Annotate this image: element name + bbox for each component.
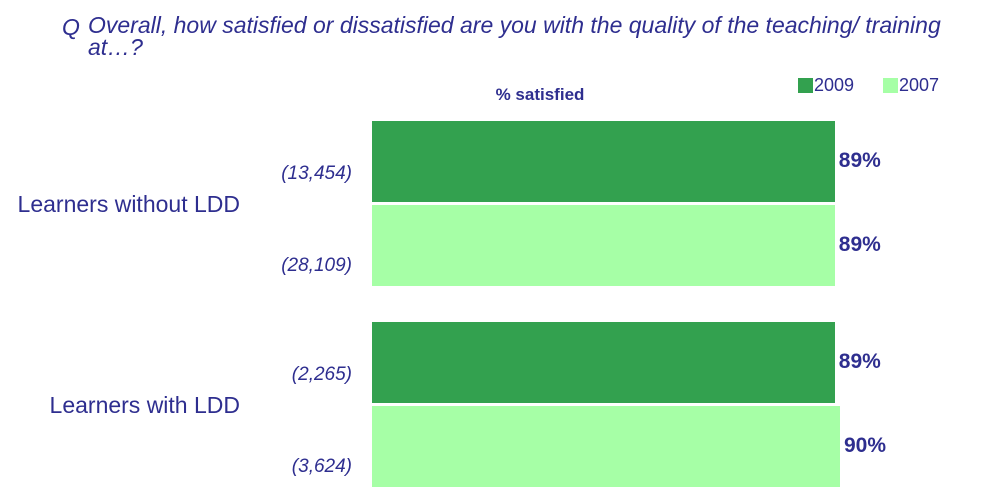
sample-size: (2,265) (291, 364, 352, 385)
category-label: Learners with LDD (49, 391, 240, 418)
legend-label: 2009 (814, 75, 855, 95)
value-label: 89% (838, 349, 881, 373)
value-label: 89% (838, 148, 881, 172)
bar (372, 121, 835, 202)
bar (372, 205, 835, 286)
bar (372, 406, 840, 487)
sample-size: (28,109) (281, 255, 352, 276)
value-label: 89% (838, 232, 881, 256)
category-label: Learners without LDD (17, 190, 240, 217)
legend-swatch (883, 78, 898, 93)
sample-size: (3,624) (291, 456, 352, 477)
chart-subtitle: % satisfied (495, 85, 585, 104)
legend-swatch (798, 78, 813, 93)
value-label: 90% (844, 433, 887, 457)
legend-label: 2007 (899, 75, 940, 95)
chart-title: Overall, how satisfied or dissatisfied a… (88, 12, 941, 60)
bar (372, 322, 835, 403)
sample-size: (13,454) (281, 163, 352, 184)
question-label: Q (62, 14, 80, 40)
